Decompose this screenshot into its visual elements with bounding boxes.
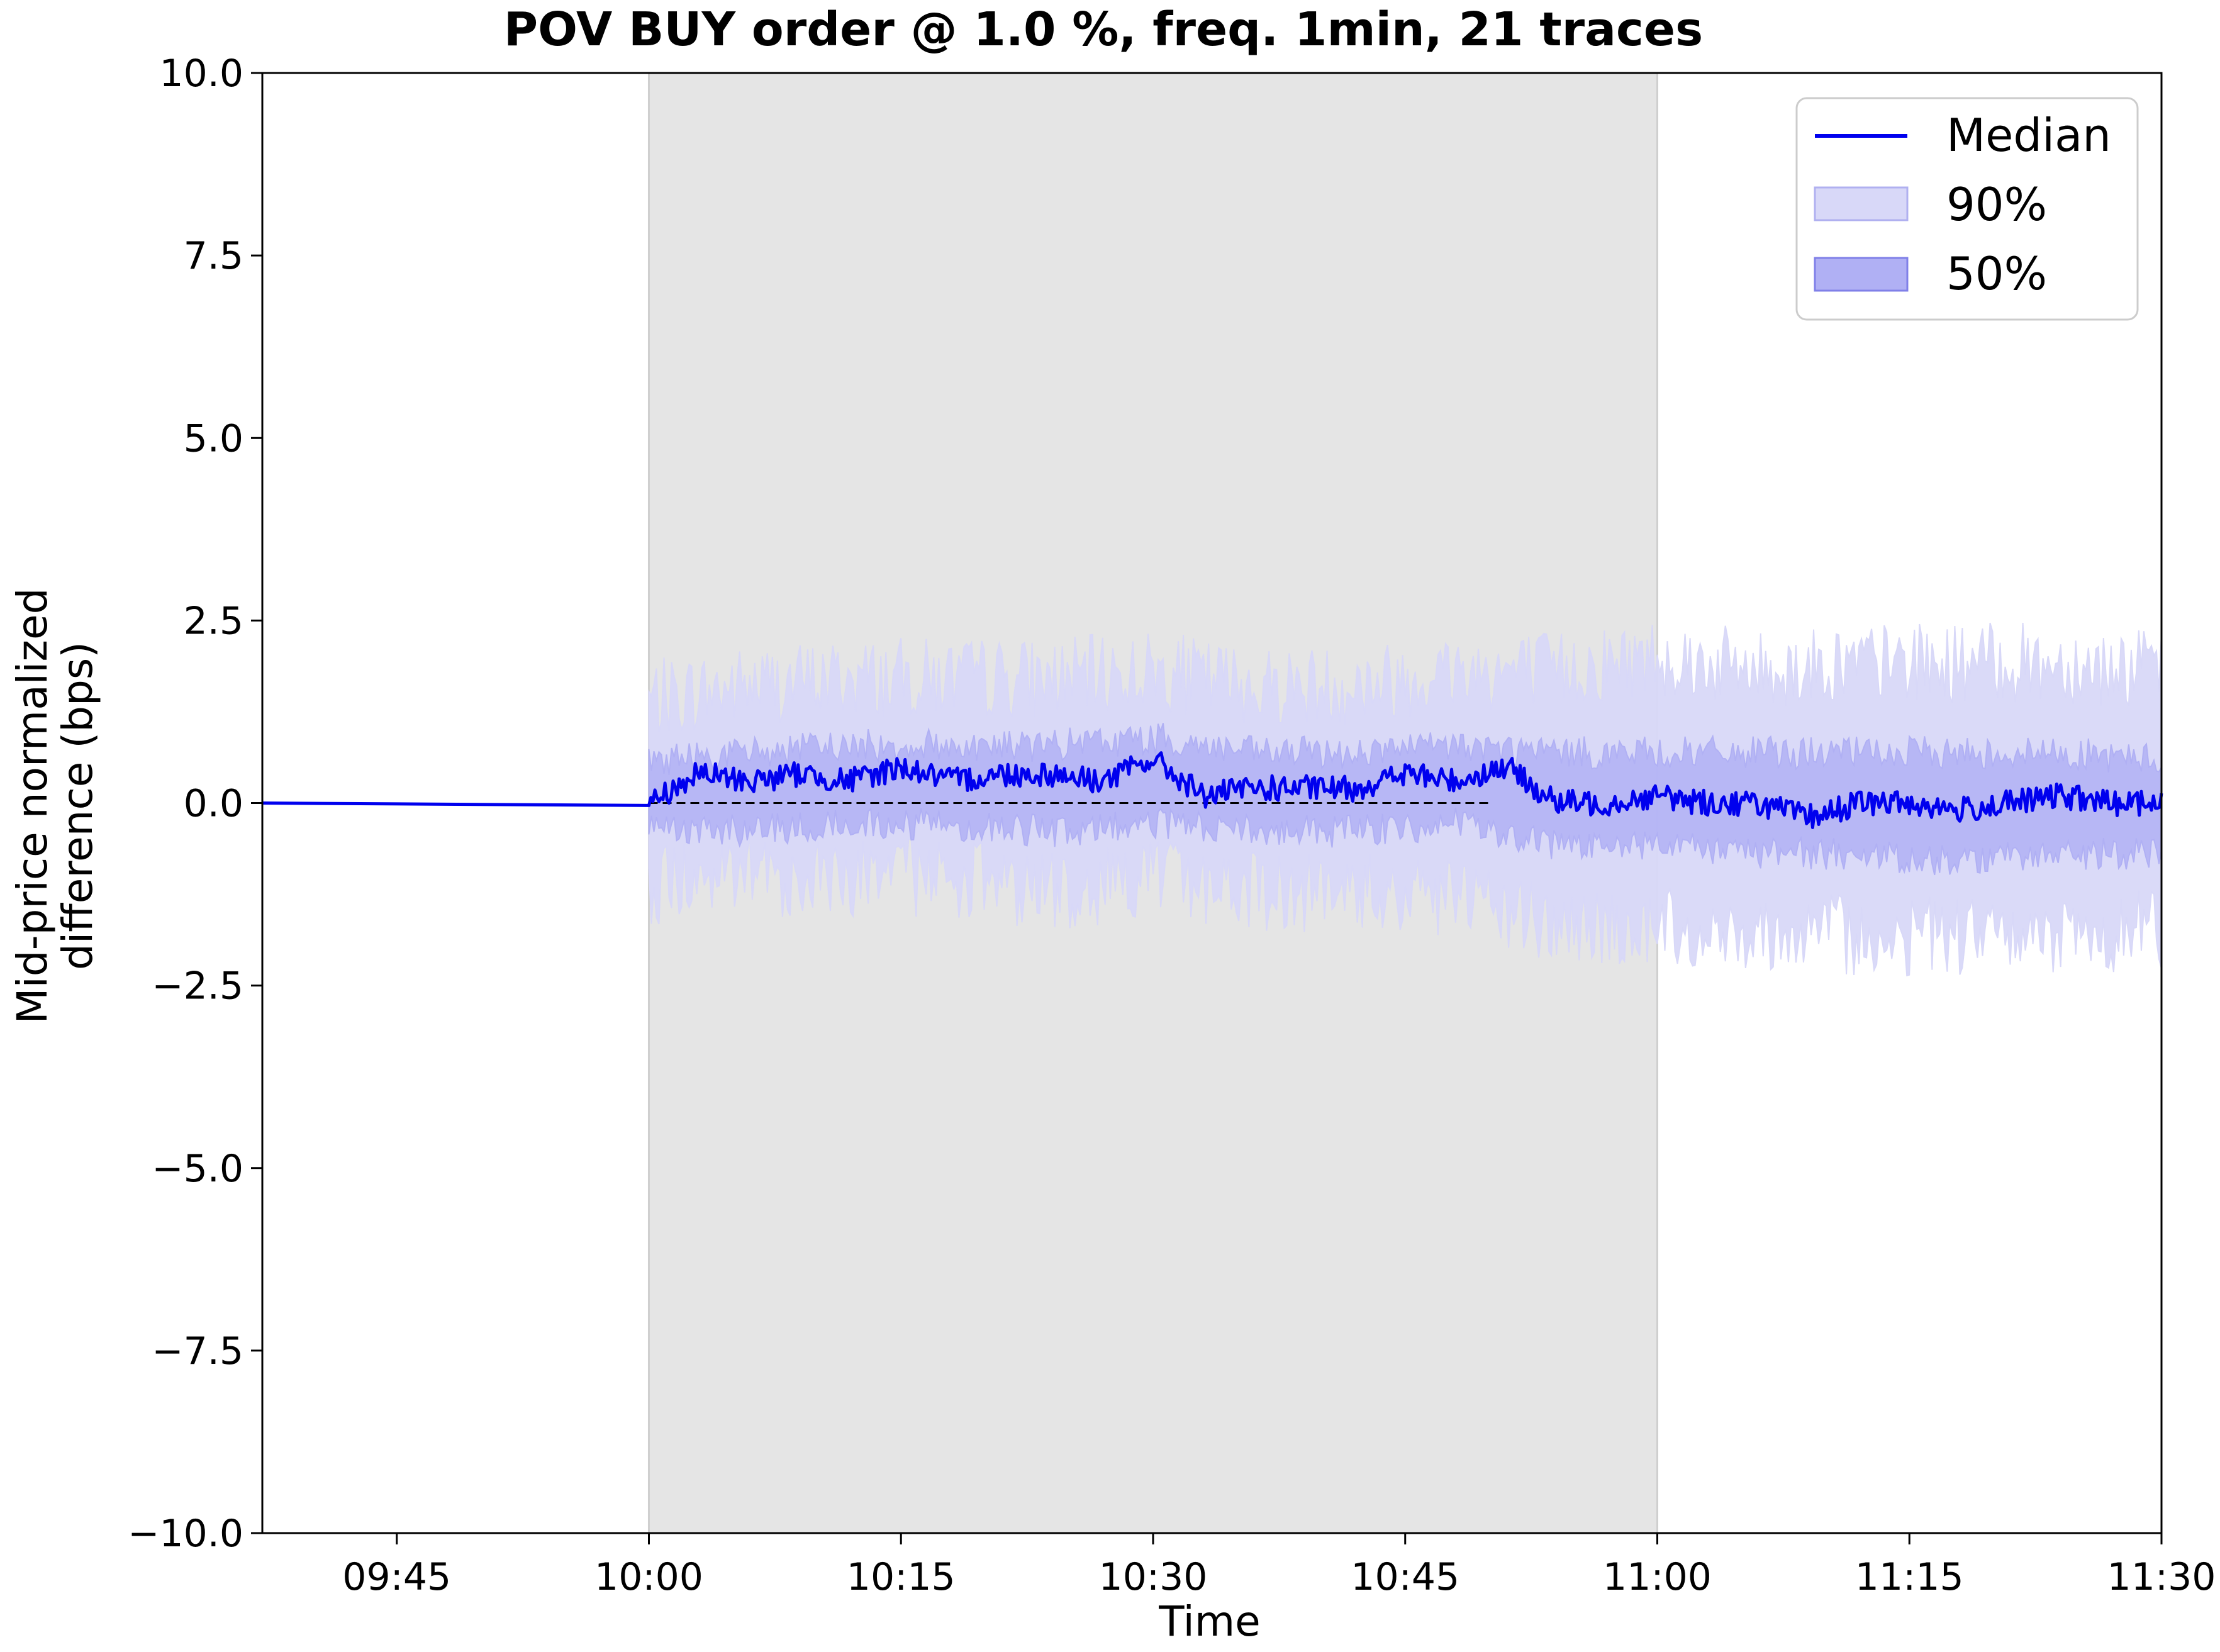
x-tick-label-7: 11:30 <box>2107 1555 2216 1599</box>
y-tick-label-7: −7.5 <box>152 1329 243 1373</box>
x-tick-label-4: 10:45 <box>1351 1555 1459 1599</box>
y-tick-label-6: −5.0 <box>152 1147 243 1191</box>
chart-title: POV BUY order @ 1.0 %, freq. 1min, 21 tr… <box>504 3 1703 57</box>
y-tick-label-2: 5.0 <box>184 416 243 460</box>
x-tick-label-6: 11:15 <box>1855 1555 1964 1599</box>
y-axis-label-line-1: Mid-price normalized <box>8 588 57 1024</box>
y-tick-label-3: 2.5 <box>184 599 243 643</box>
y-axis-label-line-2: difference (bps) <box>53 642 102 970</box>
legend-label-90: 90% <box>1946 178 2047 231</box>
legend-50-swatch <box>1814 257 1909 292</box>
y-tick-label-5: −2.5 <box>152 964 243 1008</box>
x-tick-label-3: 10:30 <box>1099 1555 1208 1599</box>
y-tick-label-0: 10.0 <box>159 52 243 96</box>
x-tick-label-2: 10:15 <box>847 1555 956 1599</box>
y-tick-label-1: 7.5 <box>184 234 243 278</box>
x-axis-label: Time <box>1158 1597 1261 1646</box>
x-tick-label-5: 11:00 <box>1603 1555 1712 1599</box>
legend-label-median: Median <box>1946 109 2111 162</box>
y-tick-label-4: 0.0 <box>184 782 243 826</box>
legend-90-swatch <box>1814 186 1909 221</box>
x-tick-label-1: 10:00 <box>594 1555 703 1599</box>
y-tick-label-8: −10.0 <box>128 1512 243 1556</box>
legend-label-50: 50% <box>1946 247 2047 300</box>
plot-area: 10.0 7.5 5.0 2.5 0.0 −2.5 −5.0 −7.5 −10.0 09:45 10… <box>128 52 2216 1599</box>
x-tick-label-0: 09:45 <box>342 1555 451 1599</box>
y-axis-label: Mid-price normalized difference (bps) <box>8 588 102 1024</box>
legend: Median 90% 50% <box>1795 97 2139 321</box>
median-line <box>262 751 2163 829</box>
